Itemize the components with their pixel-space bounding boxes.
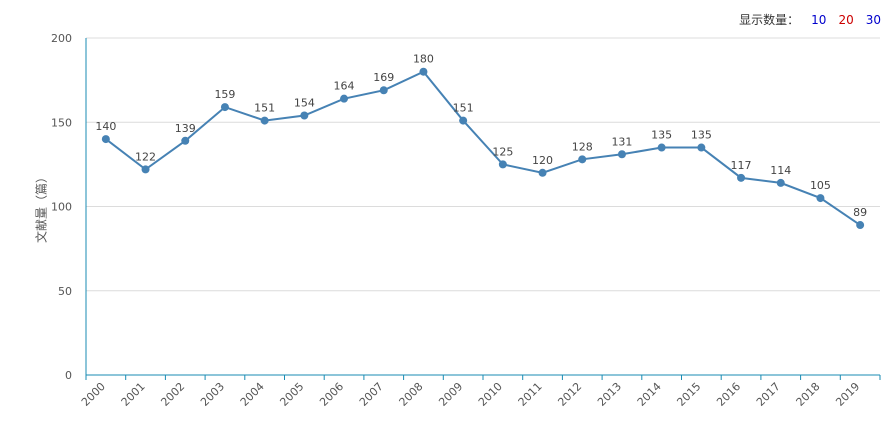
data-label: 169 bbox=[373, 71, 394, 84]
data-label: 122 bbox=[135, 150, 156, 163]
data-label: 131 bbox=[611, 135, 632, 148]
x-tick-label: 2004 bbox=[238, 380, 267, 409]
y-tick-label: 150 bbox=[51, 116, 72, 129]
data-label: 180 bbox=[413, 53, 434, 66]
data-label: 120 bbox=[532, 154, 553, 167]
x-tick-label: 2005 bbox=[277, 380, 306, 409]
data-point[interactable] bbox=[340, 94, 349, 103]
data-label: 139 bbox=[175, 122, 196, 135]
x-tick-label: 2000 bbox=[79, 380, 108, 409]
data-point[interactable] bbox=[101, 135, 110, 144]
data-point[interactable] bbox=[538, 168, 547, 177]
x-tick-label: 2019 bbox=[833, 380, 862, 409]
display-count-label: 显示数量： bbox=[739, 13, 800, 27]
x-tick-label: 2012 bbox=[555, 380, 584, 409]
data-label: 105 bbox=[810, 179, 831, 192]
y-tick-label: 200 bbox=[51, 32, 72, 45]
data-label: 89 bbox=[853, 206, 867, 219]
x-tick-label: 2015 bbox=[674, 380, 703, 409]
data-point[interactable] bbox=[379, 86, 388, 95]
data-label: 159 bbox=[214, 88, 235, 101]
x-tick-label: 2009 bbox=[436, 380, 465, 409]
display-count-option-10[interactable]: 10 bbox=[811, 13, 827, 27]
data-point[interactable] bbox=[856, 221, 865, 230]
data-point[interactable] bbox=[498, 160, 507, 169]
data-point[interactable] bbox=[578, 155, 587, 164]
data-point[interactable] bbox=[181, 136, 190, 145]
x-tick-label: 2003 bbox=[198, 380, 227, 409]
x-tick-label: 2001 bbox=[119, 380, 148, 409]
data-label: 125 bbox=[492, 145, 513, 158]
x-tick-label: 2002 bbox=[158, 380, 187, 409]
data-point[interactable] bbox=[141, 165, 150, 174]
y-tick-label: 50 bbox=[58, 285, 72, 298]
series-line bbox=[105, 70, 861, 226]
x-tick-label: 2016 bbox=[714, 380, 743, 409]
data-label: 135 bbox=[691, 129, 712, 142]
x-tick-label: 2006 bbox=[317, 380, 346, 409]
data-label: 164 bbox=[334, 80, 355, 93]
data-label: 151 bbox=[453, 102, 474, 115]
data-label: 140 bbox=[95, 120, 116, 133]
y-tick-label: 0 bbox=[65, 369, 72, 382]
data-label: 114 bbox=[770, 164, 791, 177]
data-label: 117 bbox=[731, 159, 752, 172]
data-point[interactable] bbox=[300, 111, 309, 120]
display-count-control: 显示数量： 10 20 30 bbox=[739, 11, 881, 28]
y-tick-label: 100 bbox=[51, 201, 72, 214]
x-tick-label: 2011 bbox=[516, 380, 545, 409]
data-label: 128 bbox=[572, 140, 593, 153]
x-tick-label: 2008 bbox=[397, 380, 426, 409]
x-tick-label: 2013 bbox=[595, 380, 624, 409]
x-tick-label: 2007 bbox=[357, 380, 386, 409]
data-point[interactable] bbox=[459, 116, 468, 125]
data-label: 154 bbox=[294, 97, 315, 110]
y-axis-label: 文献量（篇） bbox=[34, 171, 49, 243]
data-point[interactable] bbox=[737, 173, 746, 182]
x-tick-label: 2010 bbox=[476, 380, 505, 409]
data-label: 135 bbox=[651, 129, 672, 142]
x-tick-label: 2014 bbox=[635, 380, 664, 409]
display-count-option-30[interactable]: 30 bbox=[865, 13, 881, 27]
data-point[interactable] bbox=[657, 143, 666, 152]
x-tick-label: 2017 bbox=[754, 380, 783, 409]
data-point[interactable] bbox=[697, 143, 706, 152]
data-point[interactable] bbox=[260, 116, 269, 125]
data-point[interactable] bbox=[220, 103, 229, 112]
data-point[interactable] bbox=[776, 178, 785, 187]
display-count-option-20[interactable]: 20 bbox=[838, 13, 854, 27]
data-point[interactable] bbox=[617, 150, 626, 159]
data-point[interactable] bbox=[816, 194, 825, 203]
data-label: 151 bbox=[254, 102, 275, 115]
x-tick-label: 2018 bbox=[794, 380, 823, 409]
data-point[interactable] bbox=[419, 67, 428, 76]
